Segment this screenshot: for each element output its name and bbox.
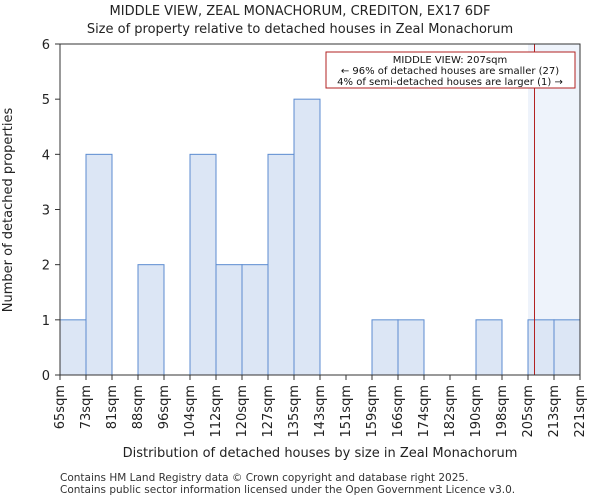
x-tick-label: 166sqm [391,385,406,438]
bar-65sqm [59,319,87,376]
y-tick-label: 5 [42,93,50,108]
x-tick-label: 182sqm [443,385,458,438]
y-tick-label: 1 [42,314,50,329]
y-axis-label: Number of detached properties [1,108,16,313]
y-tick-label: 2 [42,259,50,274]
annotation-box [325,51,576,89]
x-tick-label: 135sqm [287,385,302,438]
x-tick-label: 73sqm [79,385,94,429]
y-tick-label: 0 [42,369,50,384]
y-tick-label: 4 [42,148,50,163]
x-tick-label: 96sqm [157,385,172,429]
annotation-line-3: 4% of semi-detached houses are larger (1… [337,77,563,88]
x-axis-label: Distribution of detached houses by size … [123,446,518,461]
bar-120sqm [241,264,269,376]
x-tick-label: 143sqm [313,385,328,438]
x-tick-label: 213sqm [547,385,562,438]
bar-159sqm [371,319,399,376]
bar-166sqm [397,319,425,376]
x-tick-label: 221sqm [573,385,588,438]
x-tick-label: 120sqm [235,385,250,438]
x-tick-label: 104sqm [183,385,198,438]
bar-88sqm [137,264,165,376]
bar-213sqm [553,319,581,376]
x-tick-label: 198sqm [495,385,510,438]
x-tick-label: 205sqm [521,385,536,438]
x-tick-label: 151sqm [339,385,354,438]
x-tick-label: 127sqm [261,385,276,438]
footer-copyright: Contains HM Land Registry data © Crown c… [60,472,469,484]
bar-190sqm [475,319,503,376]
bar-112sqm [215,264,243,376]
chart-title: MIDDLE VIEW, ZEAL MONACHORUM, CREDITON, … [109,4,491,19]
annotation-line-1: MIDDLE VIEW: 207sqm [393,55,507,66]
x-tick-label: 65sqm [53,385,68,429]
bar-205sqm [527,319,555,376]
x-tick-label: 174sqm [417,385,432,438]
y-tick-label: 3 [42,204,50,219]
bar-135sqm [293,98,321,376]
annotation-line-2: ← 96% of detached houses are smaller (27… [341,66,559,77]
footer-licence: Contains public sector information licen… [60,484,516,496]
x-tick-label: 81sqm [105,385,120,429]
x-tick-label: 112sqm [209,385,224,438]
x-tick-label: 159sqm [365,385,380,438]
bar-127sqm [267,153,295,376]
bar-104sqm [189,153,217,376]
x-tick-label: 190sqm [469,385,484,438]
bar-73sqm [85,153,113,376]
chart-subtitle: Size of property relative to detached ho… [86,22,514,37]
y-tick-label: 6 [42,38,50,53]
x-tick-label: 88sqm [131,385,146,429]
